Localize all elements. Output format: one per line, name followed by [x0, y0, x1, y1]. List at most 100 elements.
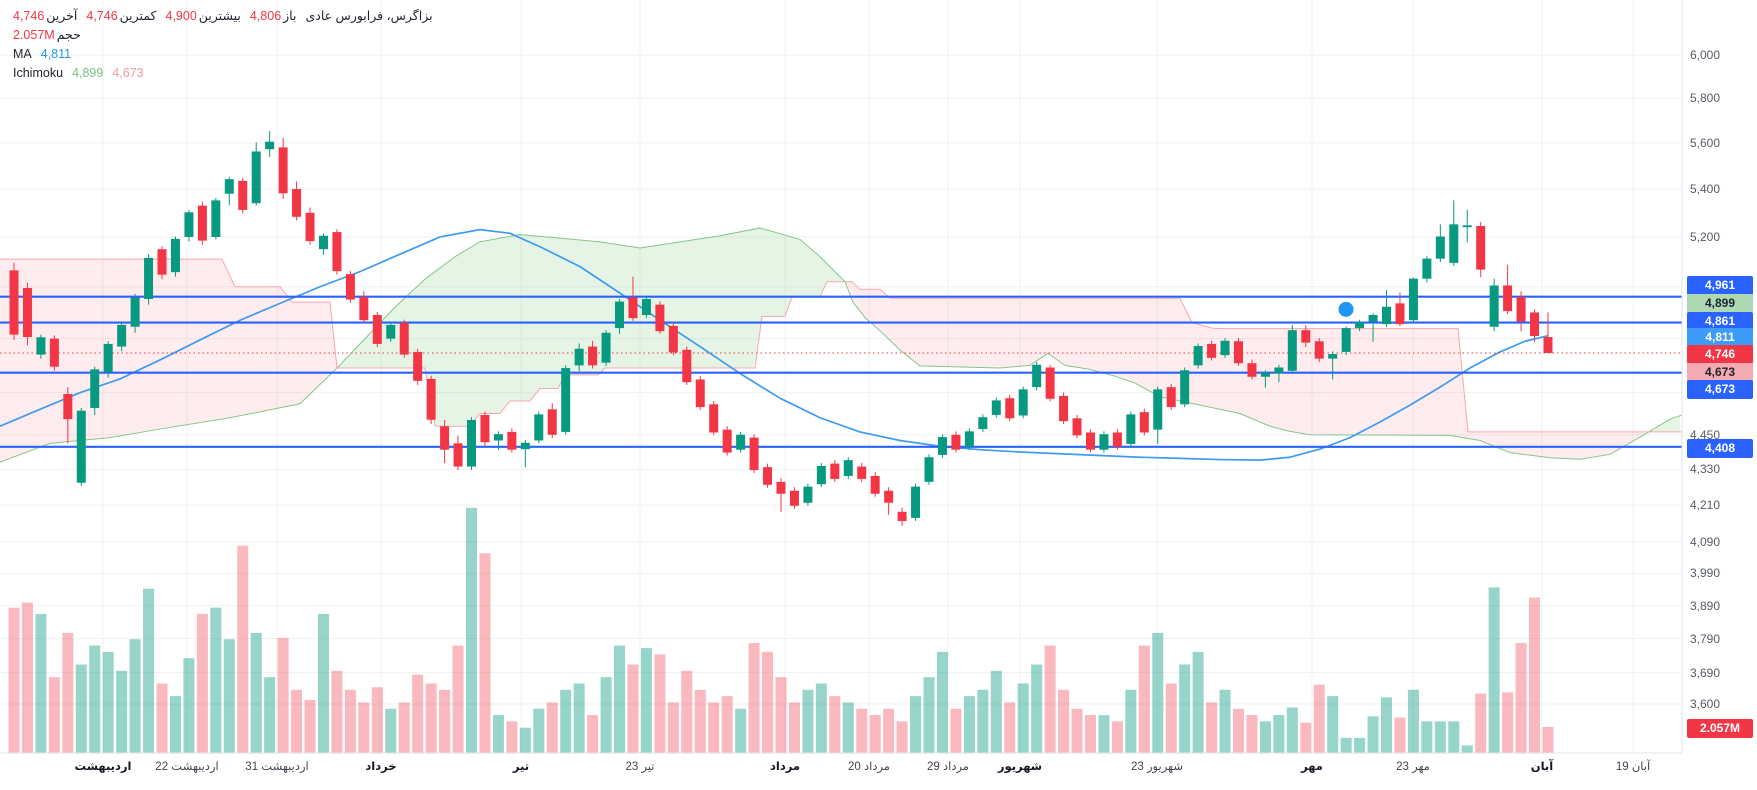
volume-bar: [1434, 721, 1446, 753]
candle-body: [1207, 343, 1217, 358]
candle-body: [1489, 285, 1499, 327]
candle-body: [238, 180, 248, 210]
time-axis-label: 23 شهریور: [1131, 761, 1183, 773]
candle-body: [803, 486, 813, 503]
volume-bar: [1488, 587, 1500, 753]
candle-body: [1260, 372, 1270, 377]
volume-bar: [708, 702, 720, 753]
candle-body: [1341, 328, 1351, 352]
time-axis-label: شهریور: [997, 761, 1043, 773]
candle-body: [789, 490, 799, 506]
candle-body: [1005, 398, 1015, 419]
candle-body: [22, 288, 32, 338]
volume-bar: [466, 507, 478, 753]
volume-bar: [587, 715, 599, 753]
legend-ma-row: MA 4,811: [13, 44, 433, 63]
volume-bar: [775, 677, 787, 753]
candle-body: [547, 409, 557, 435]
price-axis-label: 4,330: [1690, 462, 1721, 477]
candle-body: [682, 349, 692, 383]
time-axis-label: 29 مرداد: [927, 761, 969, 773]
volume-bar: [519, 727, 531, 753]
candle-body: [911, 486, 921, 518]
candle-body: [924, 457, 934, 482]
volume-bar: [1044, 645, 1056, 753]
candle-body: [1059, 395, 1069, 422]
candle-body: [1220, 340, 1230, 356]
candle-body: [991, 400, 1001, 415]
candle-body: [709, 404, 719, 433]
candle-body: [103, 343, 113, 373]
candle-body: [440, 426, 450, 450]
volume-bar: [963, 696, 975, 753]
ma-value: 4,811: [40, 46, 72, 61]
candle-body: [1395, 303, 1405, 325]
last-label: آخرین: [46, 9, 78, 23]
candle-body: [413, 351, 423, 381]
price-axis-label: 4,210: [1690, 498, 1721, 513]
candle-body: [978, 417, 988, 430]
volume-bar: [1286, 707, 1298, 753]
volume-bar: [1084, 715, 1096, 753]
time-axis-label: 31 اردیبهشت: [245, 761, 309, 773]
last-value: 4,746: [13, 8, 45, 23]
volume-bar: [116, 670, 128, 753]
volume-bar: [492, 715, 504, 753]
candle-body: [265, 141, 275, 150]
volume-bar: [802, 689, 814, 753]
candle-body: [305, 212, 315, 242]
price-badge: 4,408: [1687, 438, 1753, 458]
volume-bar: [560, 689, 572, 753]
candle-body: [1139, 412, 1149, 433]
legend-last: 4,746 آخرین: [13, 8, 78, 24]
volume-bar: [317, 613, 329, 753]
low-value: 4,746: [86, 8, 118, 23]
event-marker-dot[interactable]: [1338, 301, 1354, 317]
volume-bar: [1407, 689, 1419, 753]
volume-bar: [1381, 697, 1393, 753]
volume-value: 2.057M: [13, 27, 55, 42]
volume-bar: [1421, 721, 1433, 753]
volume-bar: [358, 702, 370, 753]
volume-bar: [264, 677, 276, 753]
volume-bar: [1017, 683, 1029, 753]
candle-body: [1368, 315, 1378, 322]
candle-body: [601, 332, 611, 363]
volume-bar: [694, 689, 706, 753]
price-axis-label: 5,600: [1690, 135, 1721, 150]
candle-body: [1422, 258, 1432, 279]
volume-bar: [8, 607, 20, 753]
candle-body: [130, 297, 140, 327]
volume-bar: [1515, 643, 1527, 753]
volume-bar: [196, 613, 208, 753]
price-axis-label: 3,790: [1690, 631, 1721, 646]
price-badge: 4,746: [1687, 344, 1753, 364]
volume-bar: [75, 664, 87, 753]
volume-bar: [667, 702, 679, 753]
candle-body: [426, 378, 436, 420]
volume-bar: [1206, 702, 1218, 753]
ichimoku-senkou-b-value: 4,673: [112, 65, 144, 80]
volume-bar: [856, 708, 868, 753]
candle-body: [655, 304, 665, 332]
volume-bar: [1354, 737, 1366, 753]
time-axis-label: خرداد: [365, 761, 397, 773]
candle-body: [170, 238, 180, 273]
time-axis-label: 20 مرداد: [848, 761, 890, 773]
volume-bar: [237, 545, 249, 753]
candle-body: [1099, 434, 1109, 450]
ichimoku-cloud-bullish: [339, 228, 846, 427]
senkou-a-line: [0, 227, 1683, 463]
price-axis-label: 3,690: [1690, 665, 1721, 680]
candle-body: [534, 414, 544, 441]
volume-bar: [1300, 722, 1312, 753]
candle-body: [292, 189, 302, 217]
volume-bar: [35, 613, 47, 753]
price-badge: 4,899: [1687, 293, 1753, 313]
volume-bar: [923, 677, 935, 753]
candle-body: [628, 297, 638, 319]
volume-bar: [748, 643, 760, 753]
candle-body: [1180, 370, 1190, 405]
